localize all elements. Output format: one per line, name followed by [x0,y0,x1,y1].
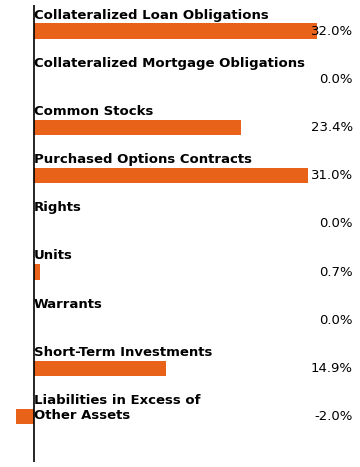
Text: Units: Units [34,249,73,262]
Text: 31.0%: 31.0% [311,169,353,182]
Bar [34,361,166,376]
Bar [34,168,309,184]
Text: 0.7%: 0.7% [319,266,353,278]
Bar [34,120,241,135]
Bar [16,409,34,425]
Bar [34,264,40,280]
Text: Collateralized Mortgage Obligations: Collateralized Mortgage Obligations [34,57,305,70]
Text: 23.4%: 23.4% [311,121,353,134]
Text: Purchased Options Contracts: Purchased Options Contracts [34,153,252,166]
Text: Common Stocks: Common Stocks [34,105,153,118]
Text: Liabilities in Excess of
Other Assets: Liabilities in Excess of Other Assets [34,394,200,422]
Text: 14.9%: 14.9% [311,362,353,375]
Text: Short-Term Investments: Short-Term Investments [34,346,212,359]
Text: Warrants: Warrants [34,297,103,311]
Text: 0.0%: 0.0% [319,314,353,327]
Text: Rights: Rights [34,201,82,214]
Text: Collateralized Loan Obligations: Collateralized Loan Obligations [34,8,269,21]
Text: 0.0%: 0.0% [319,217,353,230]
Text: 0.0%: 0.0% [319,73,353,86]
Text: -2.0%: -2.0% [314,410,353,423]
Text: 32.0%: 32.0% [311,25,353,38]
Bar [34,23,318,39]
